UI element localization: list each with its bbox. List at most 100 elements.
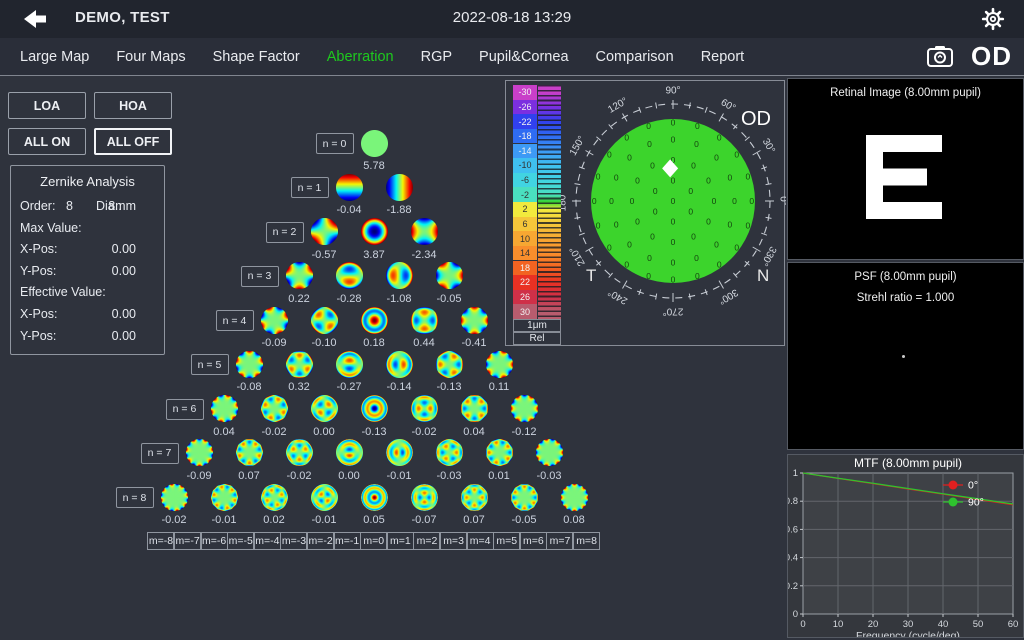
mtf-xlabel: Frequency (cycle/deg) — [856, 630, 960, 637]
zernike-mode-n3-m3[interactable] — [435, 262, 463, 290]
button-loa[interactable]: LOA — [8, 92, 86, 119]
button-all-off[interactable]: ALL OFF — [94, 128, 172, 155]
zernike-mode-n8-m2[interactable] — [410, 483, 438, 511]
tab-comparison[interactable]: Comparison — [590, 49, 680, 65]
zernike-mode-n8-m6[interactable] — [510, 483, 538, 511]
tab-large-map[interactable]: Large Map — [14, 49, 95, 65]
zernike-mode-n4-m0[interactable] — [360, 306, 388, 334]
map-zero-value: 0 — [671, 117, 676, 127]
tab-report[interactable]: Report — [695, 49, 751, 65]
zernike-mode-n4-m2[interactable] — [410, 306, 438, 334]
zernike-mode-n6-m-4[interactable] — [260, 395, 288, 422]
zernike-mode-n5-m-1[interactable] — [335, 350, 363, 378]
tab-aberration[interactable]: Aberration — [321, 49, 400, 65]
zernike-mode-n7-m7[interactable] — [535, 439, 563, 467]
zernike-mode-n5-m-5[interactable] — [235, 350, 263, 378]
zernike-mode-n3-m-1[interactable] — [335, 262, 363, 290]
zernike-mode-n7-m-1[interactable] — [335, 439, 363, 467]
polar-tick — [596, 136, 602, 141]
zernike-coeff-n6-m2: -0.02 — [411, 425, 437, 438]
zernike-coeff-n1-m1: -1.88 — [386, 204, 412, 217]
color-scale-tick--14: -14 — [513, 143, 537, 159]
zernike-mode-n5-m3[interactable] — [435, 350, 463, 378]
tab-rgp[interactable]: RGP — [415, 49, 458, 65]
polar-tick — [655, 293, 658, 300]
zernike-mode-n2-m2[interactable] — [410, 218, 438, 245]
tab-shape-factor[interactable]: Shape Factor — [207, 49, 306, 65]
button-hoa[interactable]: HOA — [94, 92, 172, 119]
map-zero-value: 0 — [714, 153, 719, 163]
zernike-mode-n8-m-2[interactable] — [310, 483, 338, 511]
zernike-mode-n5-m-3[interactable] — [285, 350, 313, 378]
zernike-mode-n5-m5[interactable] — [485, 350, 513, 378]
col-label-mneg6: m=-6 — [200, 532, 228, 550]
row-label-n0: n = 0 — [315, 133, 354, 154]
zernike-mode-n0-m0[interactable] — [360, 129, 388, 157]
x-tick-label: 20 — [868, 619, 879, 630]
button-all-on[interactable]: ALL ON — [8, 128, 86, 155]
map-zero-value: 0 — [614, 172, 619, 182]
map-zero-value: 0 — [646, 271, 651, 281]
zernike-mode-n2-m-2[interactable] — [310, 218, 338, 245]
row-label-n5: n = 5 — [190, 354, 229, 376]
zernike-mode-n1-m-1[interactable] — [335, 173, 363, 201]
zernike-mode-n7-m-3[interactable] — [285, 439, 313, 467]
zernike-mode-n6-m-2[interactable] — [310, 395, 338, 422]
zernike-mode-n8-m0[interactable] — [360, 483, 388, 511]
col-label-mneg2: m=-2 — [307, 532, 335, 550]
polar-tick — [608, 124, 613, 130]
zernike-mode-n6-m2[interactable] — [410, 395, 438, 422]
x-tick-label: 50 — [973, 619, 984, 630]
zernike-mode-n5-m1[interactable] — [385, 350, 413, 378]
map-zero-value: 0 — [650, 232, 655, 242]
tab-four-maps[interactable]: Four Maps — [110, 49, 191, 65]
zernike-mode-n4-m4[interactable] — [460, 306, 488, 334]
zernike-mode-n7-m5[interactable] — [485, 439, 513, 467]
zernike-coeff-n7-m-7: -0.09 — [186, 469, 212, 482]
color-scale-tick--10: -10 — [513, 158, 537, 173]
zernike-mode-n7-m1[interactable] — [385, 439, 413, 467]
map-zero-value: 0 — [607, 242, 612, 252]
map-zero-value: 0 — [635, 176, 640, 186]
zernike-mode-n2-m0[interactable] — [360, 218, 388, 245]
scale-unit-button[interactable]: 1μm — [513, 319, 561, 332]
settings-button[interactable] — [980, 7, 1006, 31]
map-zero-value: 0 — [592, 196, 597, 206]
zernike-mode-n4-m-4[interactable] — [260, 306, 288, 334]
zernike-mode-n1-m1[interactable] — [385, 173, 413, 201]
zernike-mode-n6-m0[interactable] — [360, 395, 388, 422]
corneal-aberration-map: 0° 30° 60° 90° 120° 150° 180° 210° 240° 270° 300° 3… — [558, 86, 787, 317]
map-eye-label: OD — [741, 108, 771, 130]
scale-mode-button[interactable]: Rel — [513, 332, 561, 345]
eff-ypos-row: Y-Pos: 0.00 — [11, 329, 164, 351]
zernike-mode-n8-m8[interactable] — [560, 483, 588, 511]
zernike-mode-n3-m-3[interactable] — [285, 262, 313, 290]
zernike-mode-n6-m6[interactable] — [510, 395, 538, 422]
zernike-mode-n6-m-6[interactable] — [210, 395, 238, 422]
zernike-mode-n3-m1[interactable] — [385, 262, 413, 290]
zernike-mode-n8-m4[interactable] — [460, 483, 488, 511]
zernike-mode-n8-m-4[interactable] — [260, 483, 288, 511]
psf-spot — [902, 355, 905, 358]
zernike-mode-n8-m-6[interactable] — [210, 483, 238, 511]
polar-degree-label: 0° — [778, 196, 787, 206]
map-zero-value: 0 — [671, 258, 676, 268]
zernike-coeff-n7-m1: -0.01 — [386, 469, 412, 482]
zernike-mode-n8-m-8[interactable] — [160, 483, 188, 511]
capture-button[interactable] — [925, 44, 955, 70]
color-scale-tick-14: 14 — [513, 245, 537, 261]
zernike-mode-n7-m-7[interactable] — [185, 439, 213, 467]
back-button[interactable] — [22, 8, 48, 30]
zernike-mode-n7-m-5[interactable] — [235, 439, 263, 467]
color-scale-tick-22: 22 — [513, 275, 537, 290]
map-zero-value: 0 — [671, 155, 676, 165]
zernike-mode-n7-m3[interactable] — [435, 439, 463, 467]
eye-indicator[interactable]: OD — [971, 41, 1012, 71]
map-zero-value: 0 — [627, 239, 632, 249]
row-label-n1: n = 1 — [290, 177, 329, 199]
tab-pupil-cornea[interactable]: Pupil&Cornea — [473, 49, 574, 65]
zernike-mode-n4-m-2[interactable] — [310, 306, 338, 334]
map-zero-value: 0 — [727, 172, 732, 182]
zernike-mode-n6-m4[interactable] — [460, 395, 488, 422]
